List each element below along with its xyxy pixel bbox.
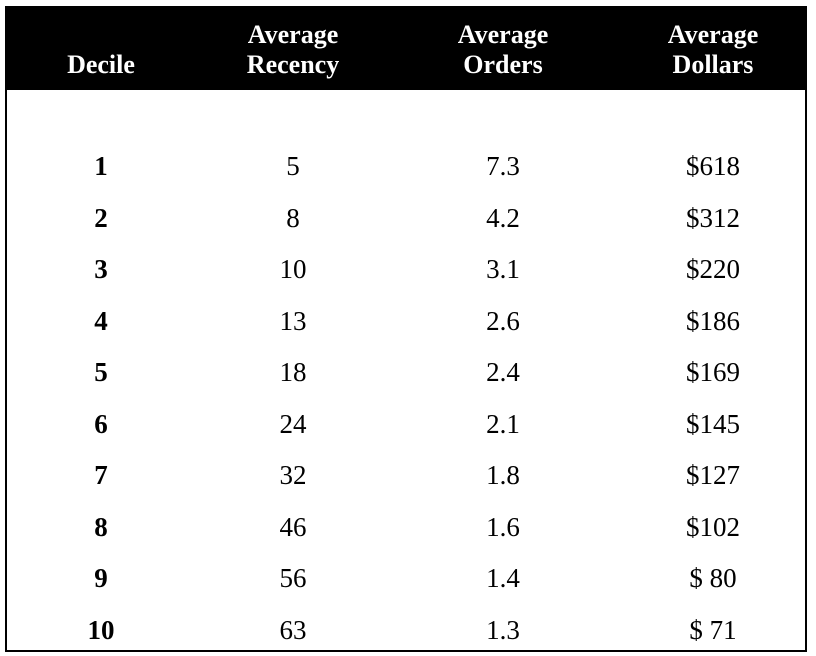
- recency-cell: 46: [279, 511, 307, 542]
- dollars-cell: $145: [686, 408, 740, 439]
- header-average-recency: Average Recency: [225, 8, 361, 90]
- decile-cell: 1: [94, 151, 108, 181]
- header-orders-line-1: Average: [457, 20, 549, 49]
- decile-cell: 6: [94, 408, 108, 439]
- header-recency-line-2: Recency: [246, 50, 340, 79]
- table-row: 8 46 1.6 $102: [7, 507, 805, 547]
- table-row: 10 63 1.3 $ 71: [7, 610, 805, 650]
- table-row: 3 10 3.1 $220: [7, 249, 805, 289]
- dollars-cell: $102: [686, 511, 740, 542]
- decile-cell: 5: [94, 357, 108, 387]
- orders-cell: 2.4: [486, 357, 520, 387]
- recency-cell: 63: [279, 614, 307, 645]
- decile-cell: 9: [94, 563, 108, 593]
- dollars-cell: $186: [686, 305, 740, 336]
- header-decile: Decile: [37, 8, 165, 90]
- dollars-cell: $ 71: [689, 614, 737, 645]
- orders-cell: 2.6: [486, 305, 520, 336]
- recency-cell: 8: [286, 202, 300, 233]
- decile-table: Decile Average Recency Average Orders Av…: [5, 6, 807, 652]
- decile-cell: 8: [94, 511, 108, 542]
- orders-cell: 1.4: [486, 563, 520, 593]
- decile-cell: 10: [87, 614, 115, 645]
- orders-cell: 7.3: [486, 151, 520, 181]
- recency-cell: 56: [279, 563, 307, 593]
- decile-cell: 4: [94, 305, 108, 336]
- dollars-cell: $169: [686, 357, 740, 387]
- header-orders-line-2: Orders: [463, 50, 543, 79]
- header-decile-line-2: Decile: [67, 50, 135, 79]
- recency-cell: 24: [279, 408, 307, 439]
- decile-cell: 7: [94, 460, 108, 490]
- orders-cell: 4.2: [486, 202, 520, 233]
- table-row: 1 5 7.3 $618: [7, 146, 805, 186]
- decile-cell: 3: [94, 254, 108, 284]
- table-row: 5 18 2.4 $169: [7, 352, 805, 392]
- table-row: 7 32 1.8 $127: [7, 455, 805, 495]
- header-recency-line-1: Average: [247, 20, 339, 49]
- dollars-cell: $ 80: [689, 563, 737, 593]
- decile-cell: 2: [94, 202, 108, 233]
- recency-cell: 5: [286, 151, 300, 181]
- header-average-dollars: Average Dollars: [645, 8, 781, 90]
- recency-cell: 13: [279, 305, 307, 336]
- table-row: 9 56 1.4 $ 80: [7, 558, 805, 598]
- dollars-cell: $618: [686, 151, 740, 181]
- recency-cell: 18: [279, 357, 307, 387]
- orders-cell: 1.3: [486, 614, 520, 645]
- recency-cell: 32: [279, 460, 307, 490]
- orders-cell: 3.1: [486, 254, 520, 284]
- table-row: 6 24 2.1 $145: [7, 404, 805, 444]
- table-header: Decile Average Recency Average Orders Av…: [7, 8, 805, 90]
- orders-cell: 1.8: [486, 460, 520, 490]
- orders-cell: 1.6: [486, 511, 520, 542]
- header-dollars-line-1: Average: [667, 20, 759, 49]
- orders-cell: 2.1: [486, 408, 520, 439]
- table-row: 4 13 2.6 $186: [7, 301, 805, 341]
- header-dollars-line-2: Dollars: [672, 50, 754, 79]
- dollars-cell: $312: [686, 202, 740, 233]
- dollars-cell: $220: [686, 254, 740, 284]
- recency-cell: 10: [279, 254, 307, 284]
- table-row: 2 8 4.2 $312: [7, 198, 805, 238]
- header-average-orders: Average Orders: [435, 8, 571, 90]
- dollars-cell: $127: [686, 460, 740, 490]
